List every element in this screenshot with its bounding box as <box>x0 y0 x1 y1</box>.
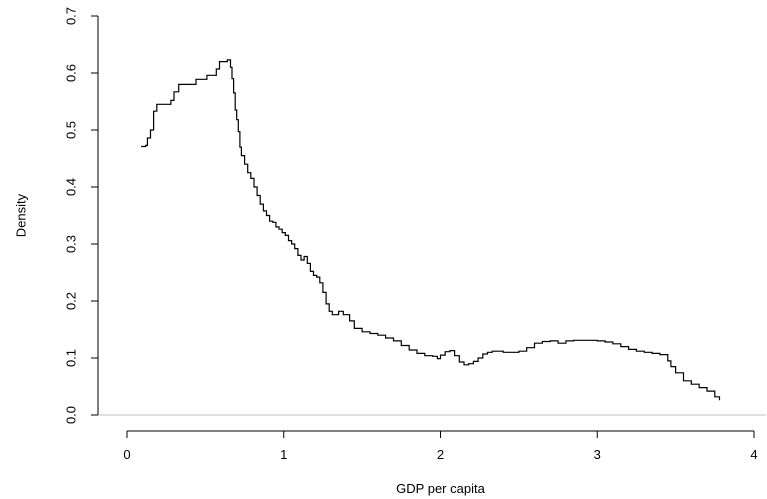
x-tick-label: 4 <box>750 447 757 462</box>
y-tick-label: 0.4 <box>63 178 78 196</box>
x-axis: 0 1 2 3 4 <box>123 430 758 462</box>
y-axis-title: Density <box>13 193 28 237</box>
y-tick-label: 0.1 <box>63 349 78 367</box>
x-tick-label: 1 <box>280 447 287 462</box>
y-tick-label: 0.3 <box>63 235 78 253</box>
y-tick-label: 0.2 <box>63 292 78 310</box>
y-tick-label: 0.5 <box>63 121 78 139</box>
x-axis-title: GDP per capita <box>396 481 485 496</box>
x-tick-label: 2 <box>437 447 444 462</box>
density-curve <box>141 59 721 401</box>
x-tick-label: 0 <box>123 447 130 462</box>
x-tick-label: 3 <box>594 447 601 462</box>
y-tick-label: 0.6 <box>63 64 78 82</box>
y-tick-label: 0.0 <box>63 406 78 424</box>
y-axis: 0.0 0.1 0.2 0.3 0.4 0.5 0.6 0.7 <box>63 7 99 424</box>
y-tick-label: 0.7 <box>63 7 78 25</box>
